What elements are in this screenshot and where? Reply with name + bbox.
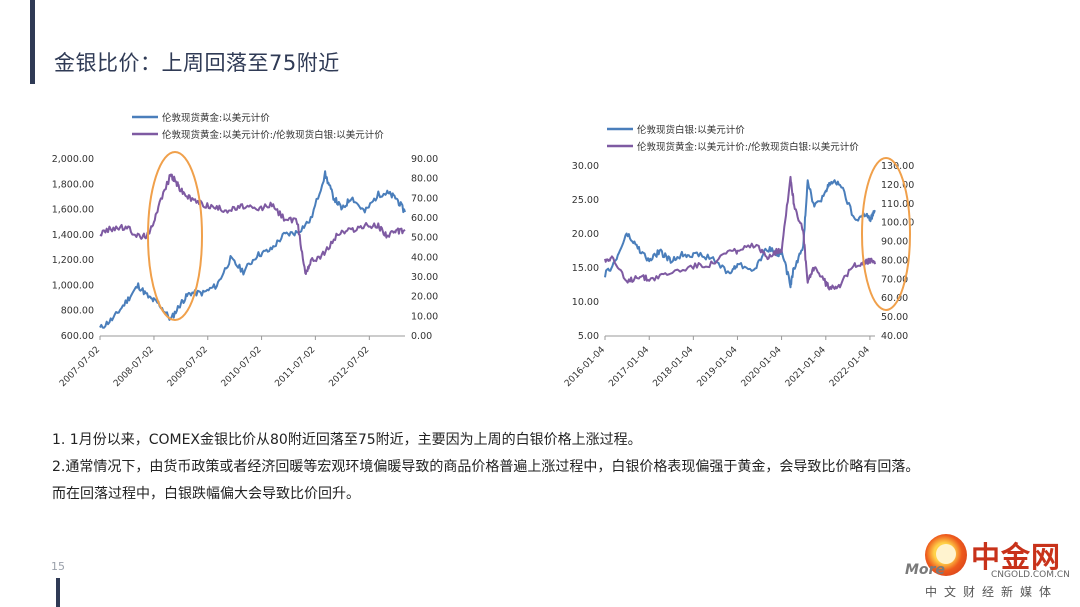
y-right-tick-label: 70.00 (881, 274, 908, 285)
legend-label: 伦敦现货黄金:以美元计价:/伦敦现货白银:以美元计价 (162, 129, 384, 141)
highlight-ellipse (147, 151, 203, 321)
y-left-tick-label: 20.00 (572, 229, 599, 240)
page-title: 金银比价：上周回落至75附近 (54, 51, 340, 75)
y-right-tick-label: 40.00 (411, 252, 438, 263)
y-left-tick-label: 1,800.00 (52, 179, 94, 190)
series-line (99, 173, 406, 275)
x-tick-label: 2020-01-04 (740, 345, 784, 389)
note-line-3: 而在回落过程中，白银跌幅偏大会导致比价回升。 (52, 486, 360, 502)
y-left-tick-label: 5.00 (578, 331, 599, 342)
y-left-tick-label: 15.00 (572, 263, 599, 274)
y-right-tick-label: 90.00 (881, 237, 908, 248)
x-tick-label: 2019-01-04 (696, 345, 740, 389)
x-tick-label: 2018-01-04 (651, 345, 695, 389)
notes: 1. 1月份以来，COMEX金银比价从80附近回落至75附近，主要因为上周的白银… (52, 427, 1032, 508)
logo-emblem-center-icon (936, 544, 956, 564)
x-tick-label: 2022-01-04 (828, 345, 872, 389)
x-tick-label: 2016-01-04 (563, 345, 607, 389)
y-right-tick-label: 120.00 (881, 180, 914, 191)
legend-label: 伦敦现货黄金:以美元计价 (162, 112, 270, 124)
y-right-tick-label: 80.00 (881, 255, 908, 266)
x-tick-label: 2010-07-02 (220, 345, 264, 389)
y-right-tick-label: 0.00 (411, 331, 432, 342)
logo-domain: CNGOLD.COM.CN (991, 570, 1070, 580)
gold-ratio-chart: 伦敦现货黄金:以美元计价伦敦现货黄金:以美元计价:/伦敦现货白银:以美元计价 2,… (40, 104, 460, 404)
note-line-2: 2.通常情况下，由货币政策或者经济回暖等宏观环境偏暖导致的商品价格普遍上涨过程中… (52, 459, 920, 475)
logo-tagline: 中文财经新媒体 (925, 585, 1059, 599)
y-left-tick-label: 1,400.00 (52, 230, 94, 241)
page-number: 15 (51, 560, 65, 573)
series-line (604, 175, 876, 291)
x-tick-label: 2009-07-02 (166, 345, 210, 389)
logo-latin-text: More (905, 562, 945, 578)
note-line-1: 1. 1月份以来，COMEX金银比价从80附近回落至75附近，主要因为上周的白银… (52, 432, 642, 448)
y-left-tick-label: 600.00 (61, 331, 94, 342)
logo-chinese-name: 中金网 (971, 540, 1062, 574)
x-tick-label: 2021-01-04 (784, 345, 828, 389)
y-right-tick-label: 60.00 (411, 213, 438, 224)
y-right-tick-label: 100.00 (881, 218, 914, 229)
series-line (99, 170, 406, 329)
y-right-tick-label: 10.00 (411, 311, 438, 322)
y-right-tick-label: 110.00 (881, 199, 914, 210)
series-line (604, 179, 876, 289)
y-left-tick-label: 30.00 (572, 161, 599, 172)
title-accent-bar (30, 0, 35, 84)
logo: 中金网 More CNGOLD.COM.CN 中文财经新媒体 (905, 530, 1075, 605)
highlight-ellipse (861, 157, 911, 311)
y-right-tick-label: 30.00 (411, 272, 438, 283)
y-left-tick-label: 1,200.00 (52, 255, 94, 266)
legend-label: 伦敦现货白银:以美元计价 (637, 124, 745, 136)
y-right-tick-label: 70.00 (411, 193, 438, 204)
y-left-tick-label: 1,600.00 (52, 205, 94, 216)
y-right-tick-label: 50.00 (411, 233, 438, 244)
x-tick-label: 2017-01-04 (607, 345, 651, 389)
y-left-tick-label: 10.00 (572, 297, 599, 308)
y-right-tick-label: 20.00 (411, 292, 438, 303)
x-tick-label: 2007-07-02 (58, 345, 102, 389)
y-left-tick-label: 800.00 (61, 306, 94, 317)
y-right-tick-label: 50.00 (881, 312, 908, 323)
x-tick-label: 2008-07-02 (112, 345, 156, 389)
x-tick-label: 2011-07-02 (273, 345, 317, 389)
x-tick-label: 2012-07-02 (327, 345, 371, 389)
y-left-tick-label: 25.00 (572, 195, 599, 206)
y-right-tick-label: 40.00 (881, 331, 908, 342)
y-right-tick-label: 80.00 (411, 174, 438, 185)
footer-accent-bar (56, 578, 60, 607)
silver-ratio-chart: 伦敦现货白银:以美元计价伦敦现货黄金:以美元计价:/伦敦现货白银:以美元计价 30… (555, 112, 955, 402)
legend-label: 伦敦现货黄金:以美元计价:/伦敦现货白银:以美元计价 (637, 141, 859, 153)
y-left-tick-label: 1,000.00 (52, 280, 94, 291)
y-left-tick-label: 2,000.00 (52, 154, 94, 165)
y-right-tick-label: 90.00 (411, 154, 438, 165)
y-right-tick-label: 60.00 (881, 293, 908, 304)
